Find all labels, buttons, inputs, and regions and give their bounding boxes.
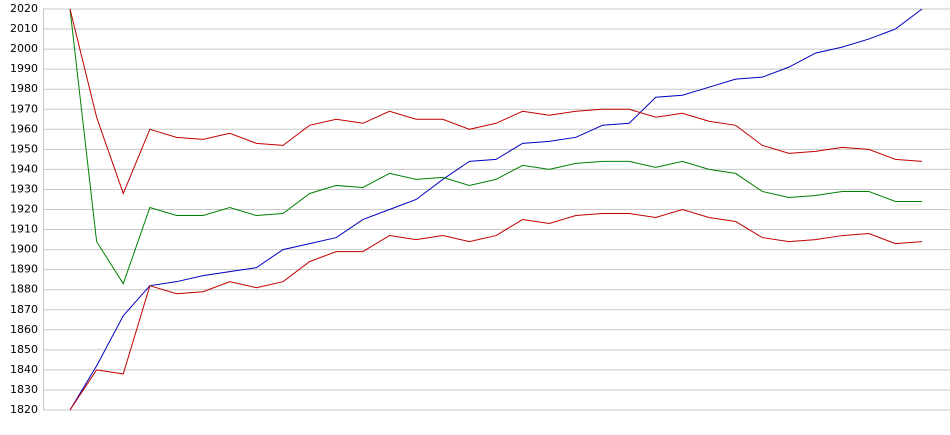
y-tick-label: 2000 — [10, 42, 38, 55]
y-tick-label: 1880 — [10, 283, 38, 296]
y-tick-label: 1830 — [10, 383, 38, 396]
y-tick-label: 1900 — [10, 243, 38, 256]
y-tick-label: 1920 — [10, 203, 38, 216]
y-tick-label: 1930 — [10, 182, 38, 195]
y-tick-label: 1980 — [10, 82, 38, 95]
series-line — [69, 208, 923, 411]
y-tick-label: 1890 — [10, 263, 38, 276]
y-tick-label: 1860 — [10, 323, 38, 336]
series-line — [69, 8, 923, 195]
y-tick-label: 1820 — [10, 403, 38, 416]
series-line — [69, 8, 923, 411]
y-tick-label: 1850 — [10, 343, 38, 356]
y-tick-label: 1910 — [10, 223, 38, 236]
y-tick-label: 1950 — [10, 142, 38, 155]
y-tick-label: 1840 — [10, 363, 38, 376]
y-tick-label: 1970 — [10, 102, 38, 115]
y-tick-label: 1940 — [10, 162, 38, 175]
y-tick-label: 1960 — [10, 122, 38, 135]
y-tick-label: 2020 — [10, 2, 38, 15]
y-tick-label: 2010 — [10, 22, 38, 35]
y-tick-label: 1870 — [10, 303, 38, 316]
y-tick-label: 1990 — [10, 62, 38, 75]
series-line — [69, 8, 922, 285]
